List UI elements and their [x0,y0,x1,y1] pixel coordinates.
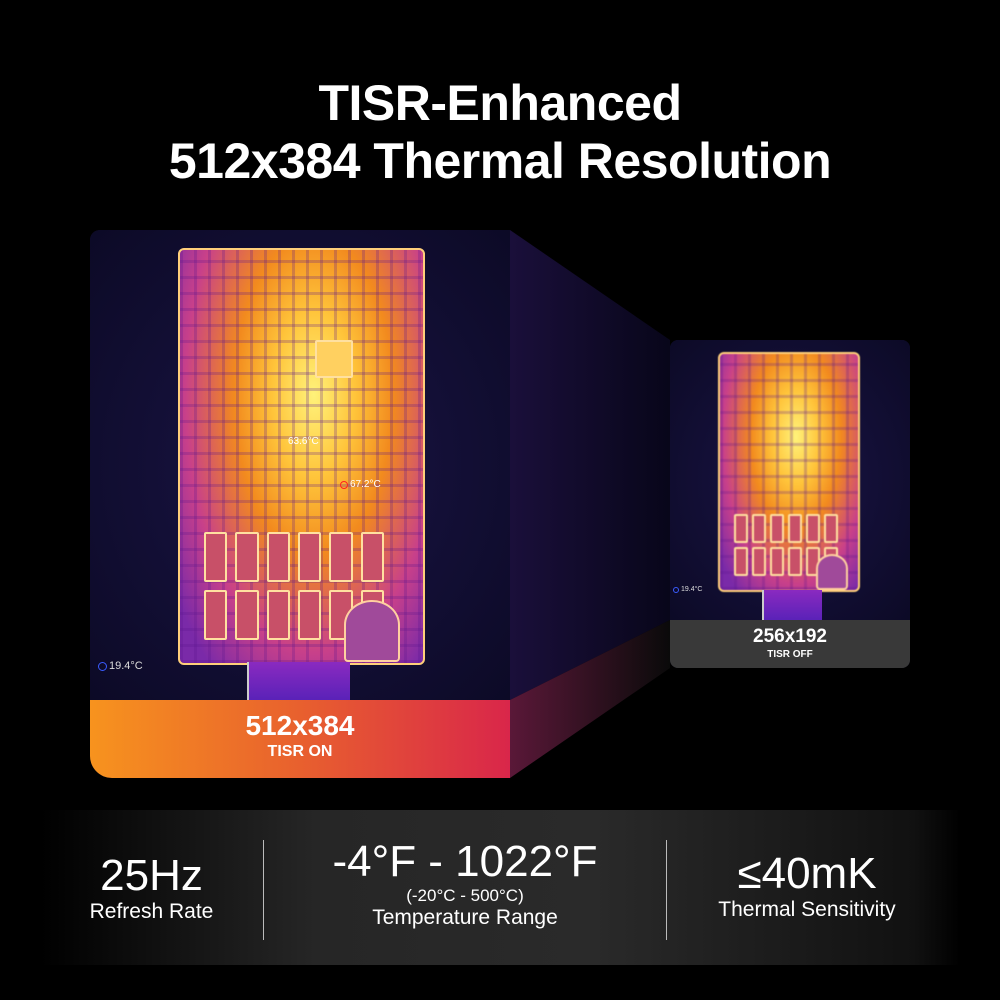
spec-label: Thermal Sensitivity [718,898,896,921]
headline: TISR-Enhanced 512x384 Thermal Resolution [0,74,1000,190]
divider [666,840,667,940]
headline-line2: 512x384 Thermal Resolution [168,133,832,189]
resolution-band-on: 512x384 TISR ON [90,700,510,778]
mode-label: TISR ON [267,743,333,760]
spot-temp-2: 67.2°C [350,479,381,490]
resolution-band-off: 256x192 TISR OFF [670,620,910,668]
resolution-label: 512x384 [245,710,355,741]
spec-label: Refresh Rate [89,900,214,923]
divider [263,840,264,940]
spec-subvalue: (-20°C - 500°C) [406,886,524,905]
spec-value: -4°F - 1022°F [332,837,598,886]
cold-spot-marker-icon [673,586,679,593]
spec-bar: 25Hz Refresh Rate -4°F - 1022°F (-20°C -… [40,810,960,965]
min-temp: 19.4°C [109,660,143,672]
spot-temp-1: 63.6°C [288,436,319,447]
thermal-image-tisr-off: 19.4°C 256x192 TISR OFF [670,340,910,668]
mode-label: TISR OFF [767,649,813,660]
resolution-label: 256x192 [753,626,827,647]
pcb-board [718,352,860,592]
spec-value: ≤40mK [737,849,877,898]
spec-value: 25Hz [100,851,203,900]
ribbon-cable [247,662,350,700]
min-temp: 19.4°C [681,586,703,593]
spec-thermal-sensitivity: ≤40mK Thermal Sensitivity [667,810,1000,965]
spec-temperature-range: -4°F - 1022°F (-20°C - 500°C) Temperatur… [264,810,666,965]
cold-spot-marker-icon [98,661,107,671]
battery-component [816,554,848,590]
thermal-image-tisr-on: 63.6°C 67.2°C 19.4°C 512x384 TISR ON [90,230,510,778]
hot-spot-marker-icon [340,480,348,489]
pcb-board [178,248,425,665]
ribbon-cable [762,590,822,620]
headline-line1: TISR-Enhanced [318,75,682,131]
spec-refresh-rate: 25Hz Refresh Rate [40,810,263,965]
memory-chips [204,532,384,640]
battery-component [344,600,400,662]
spec-label: Temperature Range [372,906,558,929]
